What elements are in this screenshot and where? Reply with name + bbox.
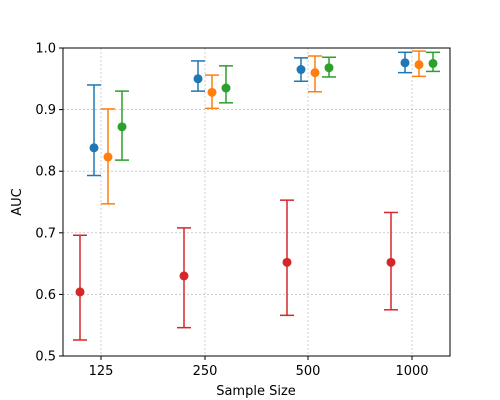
- y-tick-label: 0.8: [35, 165, 56, 180]
- y-tick-label: 0.6: [35, 288, 56, 303]
- y-tick-label: 0.9: [35, 103, 56, 118]
- data-point: [386, 257, 396, 267]
- data-point: [89, 143, 99, 153]
- data-point: [296, 65, 306, 75]
- data-point: [207, 87, 217, 97]
- ticks-layer: 0.5 0.6 0.7 0.8 0.9 1.0 125 250 500 1000: [35, 42, 428, 380]
- x-tick-label: 500: [296, 364, 321, 379]
- marks-layer: [73, 50, 440, 341]
- data-point: [282, 257, 292, 267]
- data-point: [324, 63, 334, 73]
- x-tick-label: 250: [193, 364, 218, 379]
- data-point: [117, 122, 127, 132]
- x-tick-label: 1000: [395, 364, 428, 379]
- x-axis-label: Sample Size: [216, 384, 296, 399]
- data-point: [193, 74, 203, 84]
- y-tick-label: 0.5: [35, 350, 56, 365]
- data-point: [103, 152, 113, 162]
- data-point: [75, 287, 85, 297]
- series-3: [73, 199, 398, 341]
- data-point: [179, 271, 189, 281]
- y-axis-label: AUC: [10, 188, 25, 216]
- series-0: [87, 51, 412, 177]
- data-point: [428, 58, 438, 68]
- x-tick-label: 125: [89, 364, 114, 379]
- data-point: [400, 58, 410, 68]
- plot-frame: [62, 47, 451, 357]
- data-point: [310, 68, 320, 78]
- data-point: [414, 60, 424, 70]
- series-2: [115, 51, 440, 161]
- y-tick-label: 1.0: [35, 42, 56, 57]
- series-1: [101, 50, 426, 205]
- data-point: [221, 83, 231, 93]
- grid-layer: [63, 47, 450, 357]
- y-tick-label: 0.7: [35, 226, 56, 241]
